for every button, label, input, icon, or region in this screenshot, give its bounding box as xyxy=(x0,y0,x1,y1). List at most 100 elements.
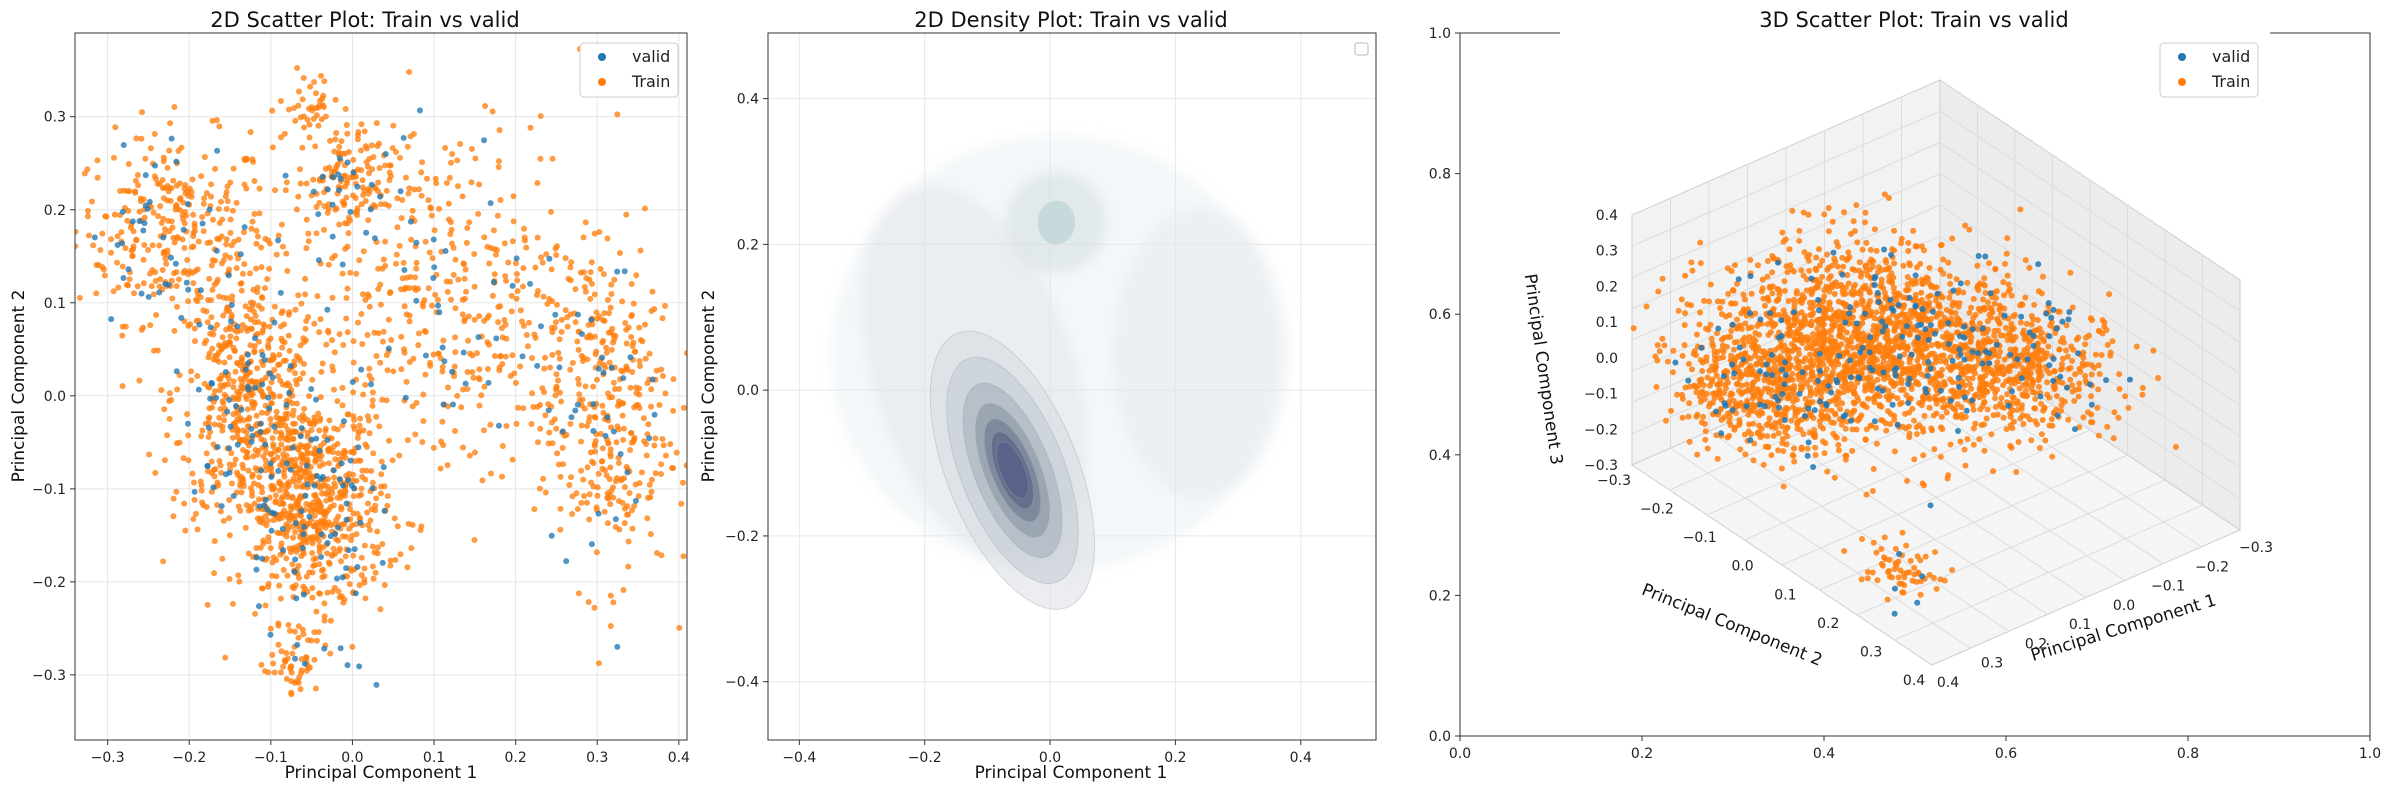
data-point xyxy=(608,281,615,288)
data-point xyxy=(481,383,488,390)
data-point xyxy=(277,595,284,602)
data-point xyxy=(171,103,178,110)
data-point xyxy=(614,111,621,118)
data-point xyxy=(150,347,157,354)
data-point xyxy=(610,379,617,386)
data-point xyxy=(319,519,326,526)
data-point xyxy=(360,391,367,398)
data-point xyxy=(153,311,160,318)
data-point xyxy=(251,178,258,185)
data-point xyxy=(442,144,449,151)
data-point xyxy=(201,380,208,387)
data-point xyxy=(499,361,506,368)
data-point xyxy=(237,481,244,488)
data-point xyxy=(336,594,343,601)
data-point xyxy=(301,660,308,667)
data-point xyxy=(350,493,357,500)
x-tick-label: 0.0 xyxy=(341,750,363,766)
data-point xyxy=(295,446,302,453)
data-point xyxy=(591,230,598,237)
data-point xyxy=(259,517,266,524)
data-point xyxy=(1835,243,1842,250)
data-point xyxy=(365,522,372,529)
data-point xyxy=(564,314,571,321)
data-point xyxy=(628,439,635,446)
data-point xyxy=(1824,350,1831,357)
scatter3d-panel: 3D Scatter Plot: Train vs valid 0.0 0.2 0.… xyxy=(1429,8,2381,762)
data-point xyxy=(1805,211,1812,218)
data-point xyxy=(541,365,548,372)
data-point xyxy=(293,678,300,685)
data-point xyxy=(1921,412,1928,419)
data-point xyxy=(2000,414,2007,421)
data-point xyxy=(339,574,346,581)
data-point xyxy=(1824,251,1831,258)
data-point xyxy=(662,302,669,309)
data-point xyxy=(265,669,272,676)
data-point xyxy=(331,474,338,481)
data-point xyxy=(1937,453,1944,460)
data-point xyxy=(421,297,428,304)
data-point xyxy=(1675,307,1682,314)
data-point xyxy=(1796,227,1803,234)
data-point xyxy=(1938,241,1945,248)
data-point xyxy=(1929,427,1936,434)
data-point xyxy=(327,617,334,624)
data-point xyxy=(205,433,212,440)
data-point xyxy=(569,359,576,366)
data-point xyxy=(283,452,290,459)
data-point xyxy=(2056,308,2063,315)
data-point xyxy=(1891,416,1898,423)
data-point xyxy=(110,154,117,161)
data-point xyxy=(242,303,249,310)
data-point xyxy=(174,386,181,393)
grid-line xyxy=(1939,110,2241,312)
data-point xyxy=(434,296,441,303)
data-point xyxy=(254,233,261,240)
data-point xyxy=(631,434,638,441)
data-point xyxy=(358,310,365,317)
data-point xyxy=(1844,271,1851,278)
data-point xyxy=(338,488,345,495)
data-point xyxy=(1902,315,1909,322)
data-point xyxy=(344,159,351,166)
data-point xyxy=(359,291,366,298)
data-point xyxy=(1845,280,1852,287)
data-point xyxy=(300,550,307,557)
data-point xyxy=(575,346,582,353)
data-point xyxy=(1964,435,1971,442)
data-point xyxy=(545,407,552,414)
x-tick-label: −0.2 xyxy=(172,750,206,766)
data-point xyxy=(390,368,397,375)
data-point xyxy=(108,316,115,323)
data-point xyxy=(514,288,521,295)
data-point xyxy=(2099,317,2106,324)
data-point xyxy=(457,140,464,147)
data-point xyxy=(592,414,599,421)
data-point xyxy=(1888,379,1895,386)
data-point xyxy=(340,342,347,349)
data-point xyxy=(307,477,314,484)
data-point xyxy=(275,641,282,648)
data-point xyxy=(1871,226,1878,233)
data-point xyxy=(1875,264,1882,271)
data-point xyxy=(261,356,268,363)
data-point xyxy=(203,450,210,457)
data-point xyxy=(247,316,254,323)
data-point xyxy=(148,283,155,290)
data-point xyxy=(582,288,589,295)
data-point xyxy=(359,177,366,184)
data-point xyxy=(1933,284,1940,291)
data-point xyxy=(534,439,541,446)
data-point xyxy=(641,438,648,445)
data-point xyxy=(373,413,380,420)
data-point xyxy=(448,240,455,247)
data-point xyxy=(361,542,368,549)
data-point xyxy=(373,120,380,127)
data-point xyxy=(335,450,342,457)
data-point xyxy=(358,571,365,578)
data-point xyxy=(1780,448,1787,455)
data-point xyxy=(283,555,290,562)
data-point xyxy=(1875,269,1882,276)
data-point xyxy=(2072,371,2079,378)
